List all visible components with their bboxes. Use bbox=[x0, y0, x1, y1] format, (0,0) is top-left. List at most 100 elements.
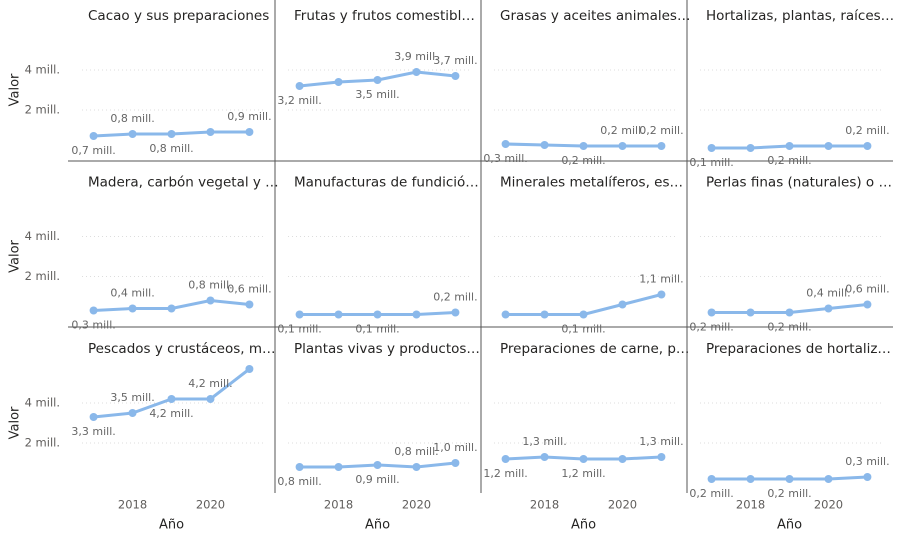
data-label: 3,5 mill. bbox=[355, 88, 399, 101]
y-tick-label: 4 mill. bbox=[25, 396, 60, 410]
point bbox=[707, 308, 716, 317]
point bbox=[501, 140, 510, 148]
x-tick-label: 2018 bbox=[530, 498, 559, 512]
data-label: 0,2 mill. bbox=[433, 291, 477, 304]
point bbox=[373, 76, 382, 84]
y-tick-label: 2 mill. bbox=[25, 436, 60, 450]
point bbox=[863, 473, 872, 481]
point bbox=[618, 142, 627, 150]
point bbox=[707, 475, 716, 483]
data-label: 0,2 mill. bbox=[767, 321, 811, 334]
panel-title: Hortalizas, plantas, raíces… bbox=[706, 8, 894, 24]
data-label: 0,6 mill. bbox=[227, 283, 271, 296]
point bbox=[785, 475, 794, 483]
x-tick-label: 2020 bbox=[196, 498, 225, 512]
data-label: 3,5 mill. bbox=[110, 391, 154, 404]
y-tick-label: 4 mill. bbox=[25, 63, 60, 77]
point bbox=[451, 72, 460, 80]
point bbox=[824, 304, 833, 313]
panel-title: Pescados y crustáceos, m… bbox=[88, 341, 276, 357]
point bbox=[295, 310, 304, 319]
data-label: 0,2 mill. bbox=[561, 154, 605, 167]
data-label: 0,9 mill. bbox=[355, 473, 399, 486]
point bbox=[245, 300, 254, 309]
point bbox=[657, 290, 666, 299]
data-label: 0,3 mill. bbox=[845, 455, 889, 468]
panel-title: Plantas vivas y productos… bbox=[294, 341, 480, 357]
data-label: 0,1 mill. bbox=[277, 323, 321, 336]
point bbox=[334, 463, 343, 471]
data-label: 3,2 mill. bbox=[277, 94, 321, 107]
point bbox=[245, 365, 254, 373]
point bbox=[824, 475, 833, 483]
data-label: 0,7 mill. bbox=[71, 144, 115, 157]
data-label: 3,3 mill. bbox=[71, 425, 115, 438]
point bbox=[206, 395, 215, 403]
point bbox=[451, 459, 460, 467]
data-label: 0,2 mill. bbox=[689, 321, 733, 334]
point bbox=[128, 409, 137, 417]
panel-title: Minerales metalíferos, es… bbox=[500, 175, 683, 191]
data-label: 1,0 mill. bbox=[433, 441, 477, 454]
y-axis-label: Valor bbox=[8, 239, 23, 272]
x-tick-label: 2018 bbox=[118, 498, 147, 512]
point bbox=[412, 310, 421, 319]
point bbox=[785, 308, 794, 317]
point bbox=[501, 310, 510, 319]
data-label: 0,9 mill. bbox=[227, 110, 271, 123]
point bbox=[89, 413, 98, 421]
data-label: 0,6 mill. bbox=[845, 283, 889, 296]
data-label: 0,4 mill. bbox=[806, 287, 850, 300]
data-label: 3,7 mill. bbox=[433, 54, 477, 67]
point bbox=[373, 310, 382, 319]
point bbox=[89, 306, 98, 315]
point bbox=[657, 142, 666, 150]
x-axis-label: Año bbox=[159, 518, 184, 533]
x-tick-label: 2020 bbox=[608, 498, 637, 512]
data-label: 4,2 mill. bbox=[149, 407, 193, 420]
x-axis-label: Año bbox=[571, 518, 596, 533]
data-label: 0,1 mill. bbox=[689, 156, 733, 169]
point bbox=[657, 453, 666, 461]
point bbox=[89, 132, 98, 140]
data-label: 0,3 mill. bbox=[483, 152, 527, 165]
point bbox=[863, 300, 872, 309]
data-label: 0,3 mill. bbox=[71, 319, 115, 332]
x-tick-label: 2018 bbox=[736, 498, 765, 512]
panel-title: Grasas y aceites animales… bbox=[500, 8, 690, 24]
data-label: 0,2 mill. bbox=[767, 154, 811, 167]
data-label: 0,2 mill. bbox=[600, 124, 644, 137]
point bbox=[295, 463, 304, 471]
point bbox=[206, 296, 215, 305]
point bbox=[824, 142, 833, 150]
point bbox=[167, 395, 176, 403]
data-label: 0,2 mill. bbox=[689, 487, 733, 500]
point bbox=[540, 453, 549, 461]
panel-title: Perlas finas (naturales) o … bbox=[706, 175, 892, 191]
panel-title: Frutas y frutos comestibl… bbox=[294, 8, 475, 24]
y-tick-label: 4 mill. bbox=[25, 229, 60, 243]
panel-title: Preparaciones de hortaliz… bbox=[706, 341, 891, 357]
data-label: 0,8 mill. bbox=[394, 445, 438, 458]
data-label: 0,1 mill. bbox=[355, 323, 399, 336]
data-label: 0,1 mill. bbox=[561, 323, 605, 336]
y-axis-label: Valor bbox=[8, 406, 23, 439]
point bbox=[579, 142, 588, 150]
point bbox=[412, 68, 421, 76]
point bbox=[579, 310, 588, 319]
point bbox=[245, 128, 254, 136]
point bbox=[618, 455, 627, 463]
panel-title: Preparaciones de carne, p… bbox=[500, 341, 689, 357]
data-label: 1,1 mill. bbox=[639, 273, 683, 286]
point bbox=[579, 455, 588, 463]
point bbox=[412, 463, 421, 471]
x-tick-label: 2020 bbox=[402, 498, 431, 512]
point bbox=[746, 475, 755, 483]
point bbox=[167, 304, 176, 313]
data-label: 0,2 mill. bbox=[639, 124, 683, 137]
x-axis-label: Año bbox=[365, 518, 390, 533]
data-label: 1,3 mill. bbox=[522, 435, 566, 448]
panel-title: Madera, carbón vegetal y … bbox=[88, 175, 279, 191]
data-label: 0,2 mill. bbox=[767, 487, 811, 500]
